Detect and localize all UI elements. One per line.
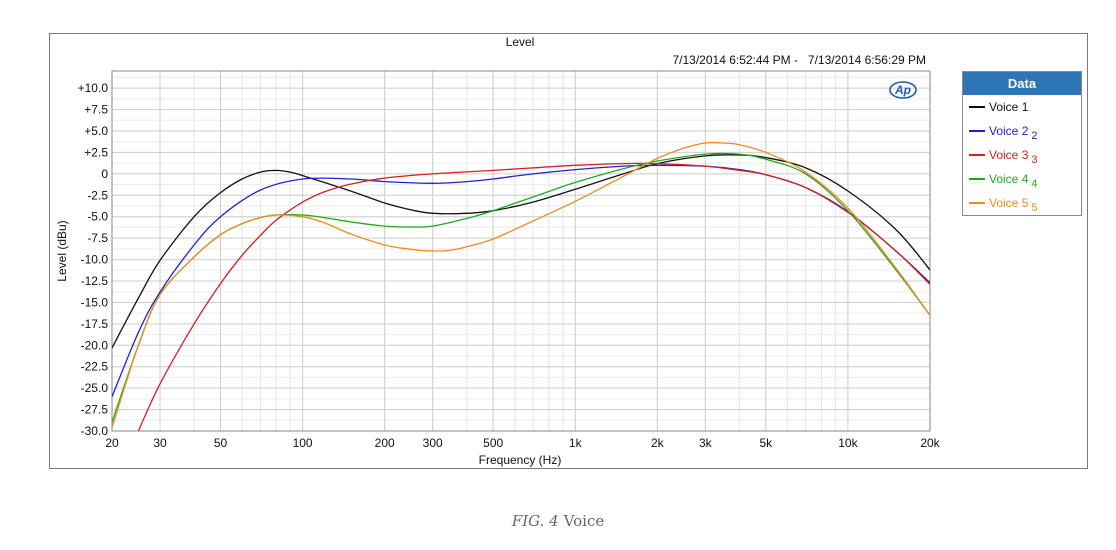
y-tick-label: -5.0 <box>87 210 108 224</box>
legend-swatch <box>969 130 985 132</box>
figure-number: FIG. 4 <box>511 512 559 530</box>
y-tick-label: -22.5 <box>81 360 109 374</box>
y-tick-label: -25.0 <box>81 381 109 395</box>
series-line-voice-4 <box>112 152 930 423</box>
legend-label: Voice 5 <box>989 196 1029 210</box>
y-tick-labels: +10.0 +7.5 +5.0 +2.5 0 -2.5 -5.0 -7.5 -10.0 -12.5… <box>78 81 109 438</box>
curves <box>112 141 930 431</box>
legend-label: Voice 2 <box>989 124 1029 138</box>
y-tick-label: -20.0 <box>81 338 109 352</box>
x-tick-label: 20 <box>105 436 119 450</box>
x-tick-labels: 20 30 50 100 200 300 500 1k 2k 3k 5k 10k 20k <box>105 436 940 450</box>
y-tick-label: +10.0 <box>78 81 109 95</box>
legend-item-voice-1[interactable]: Voice 1 <box>963 95 1081 119</box>
y-tick-label: -15.0 <box>81 295 109 309</box>
y-axis-label: Level (dBu) <box>55 220 69 281</box>
y-tick-label: +5.0 <box>84 124 108 138</box>
grid-minor <box>112 71 930 432</box>
y-tick-label: -2.5 <box>87 188 108 202</box>
chart-subtitle: 7/13/2014 6:52:44 PM - 7/13/2014 6:56:29… <box>672 53 926 67</box>
x-tick-label: 20k <box>920 436 940 450</box>
legend-label: Voice 3 <box>989 148 1029 162</box>
x-axis-label: Frequency (Hz) <box>479 453 562 467</box>
ap-logo-text: Ap <box>894 83 911 97</box>
x-tick-label: 10k <box>838 436 858 450</box>
y-tick-label: -17.5 <box>81 317 109 331</box>
chart: +10.0 +7.5 +5.0 +2.5 0 -2.5 -5.0 -7.5 -10.0 -12.5… <box>55 35 941 467</box>
x-tick-label: 200 <box>375 436 395 450</box>
y-tick-label: 0 <box>101 167 108 181</box>
x-tick-label: 2k <box>651 436 665 450</box>
x-tick-label: 30 <box>153 436 167 450</box>
y-tick-label: -12.5 <box>81 274 109 288</box>
y-tick-label: +7.5 <box>84 103 108 117</box>
ap-logo: Ap <box>888 80 918 100</box>
chart-title: Level <box>506 35 535 49</box>
series-line-voice-5 <box>112 141 930 428</box>
x-tick-label: 50 <box>214 436 228 450</box>
figure-caption-text: Voice <box>563 512 605 530</box>
legend-label: Voice 4 <box>989 172 1029 186</box>
figure-caption: FIG. 4 Voice <box>0 512 1116 530</box>
x-tick-label: 500 <box>483 436 503 450</box>
legend-title: Data <box>963 72 1081 95</box>
y-tick-label: +2.5 <box>84 145 108 159</box>
legend-swatch <box>969 154 985 156</box>
y-tick-label: -10.0 <box>81 253 109 267</box>
y-tick-label: -7.5 <box>87 231 108 245</box>
legend-swatch <box>969 106 985 108</box>
legend-swatch <box>969 202 985 204</box>
series-line-voice-1 <box>112 154 930 349</box>
x-tick-label: 5k <box>759 436 773 450</box>
x-tick-label: 100 <box>293 436 313 450</box>
legend-swatch <box>969 178 985 180</box>
series-line-voice-3 <box>137 162 930 431</box>
y-tick-label: -27.5 <box>81 403 109 417</box>
x-tick-label: 3k <box>699 436 713 450</box>
y-tick-label: -30.0 <box>81 424 109 438</box>
plot-border <box>111 70 931 432</box>
legend-label: Voice 1 <box>989 100 1029 114</box>
x-tick-label: 300 <box>423 436 443 450</box>
x-tick-label: 1k <box>569 436 583 450</box>
